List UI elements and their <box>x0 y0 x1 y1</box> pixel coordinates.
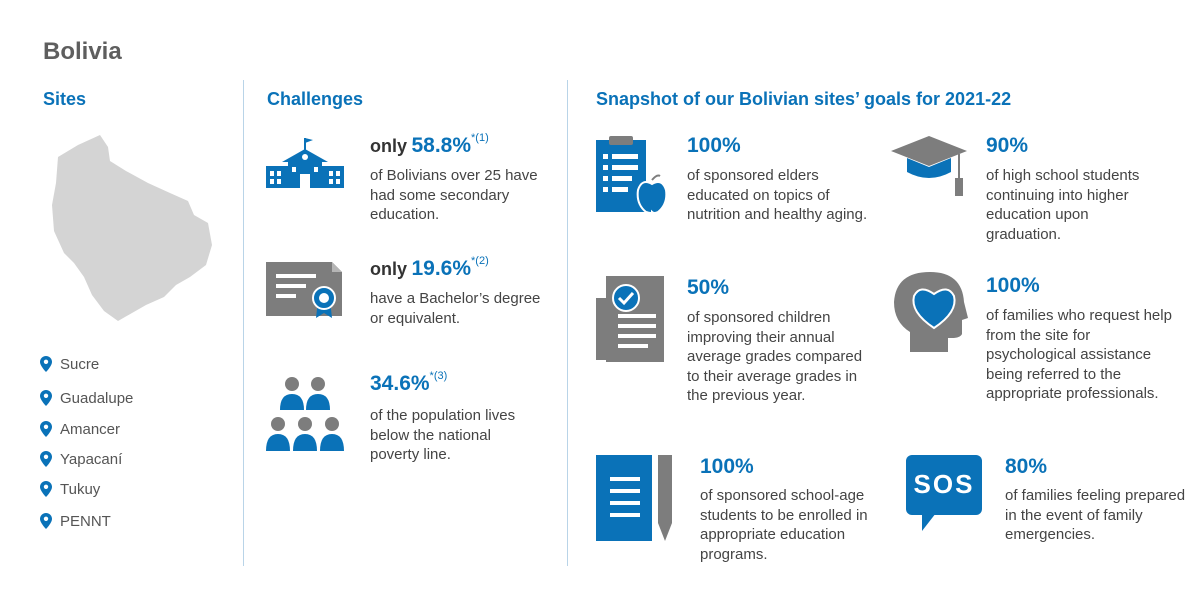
goal-2-text: of high school students continuing into … <box>986 167 1140 243</box>
stat-prefix: only <box>370 136 408 156</box>
goal-4-value: 100% <box>986 274 1040 297</box>
site-label: Tukuy <box>60 480 101 498</box>
sos-bubble-icon: SOS <box>906 455 982 533</box>
site-item-guadalupe: Guadalupe <box>40 385 133 411</box>
head-heart-icon <box>894 272 968 352</box>
location-pin-icon <box>40 481 52 497</box>
site-label: PENNT <box>60 512 111 530</box>
site-label: Guadalupe <box>60 389 134 407</box>
sites-heading: Sites <box>43 89 87 109</box>
goal-2-value: 90% <box>986 134 1029 157</box>
goal-6-value: 80% <box>1005 455 1048 478</box>
goal-5-text: of sponsored school-age students to be e… <box>700 487 868 563</box>
goals-heading: Snapshot of our Bolivian sites’ goals fo… <box>596 89 1012 109</box>
stat-value: 58.8% <box>411 134 472 157</box>
site-label: Amancer <box>60 420 121 438</box>
bolivia-map <box>52 135 212 321</box>
location-pin-icon <box>40 513 52 529</box>
notebook-pencil-icon <box>596 455 672 541</box>
footnote-ref: *(1) <box>471 132 489 144</box>
location-pin-icon <box>40 356 52 372</box>
graduation-cap-icon <box>891 136 967 196</box>
location-pin-icon <box>40 390 52 406</box>
site-label: Sucre <box>60 355 100 373</box>
site-item-yapacani: Yapacaní <box>40 446 122 472</box>
challenge-3-stat: 34.6%*(3) <box>370 370 448 396</box>
school-building-icon <box>266 138 344 188</box>
challenge-1-text: of Bolivians over 25 have had some secon… <box>370 167 538 223</box>
column-divider <box>243 80 244 566</box>
report-card-icon <box>596 276 664 362</box>
footnote-ref: *(2) <box>471 255 489 267</box>
stat-prefix: only <box>370 259 408 279</box>
site-item-amancer: Amancer <box>40 416 120 442</box>
challenge-2-text: have a Bachelor’s degree or equivalent. <box>370 290 541 327</box>
goal-6-text: of families feeling prepared in the even… <box>1005 487 1186 543</box>
goal-3-text: of sponsored children improving their an… <box>687 309 863 404</box>
goal-3-value: 50% <box>687 276 730 299</box>
location-pin-icon <box>40 421 52 437</box>
goal-5-value: 100% <box>700 455 754 478</box>
footnote-ref: *(3) <box>429 370 448 382</box>
certificate-icon <box>266 262 342 318</box>
site-item-tukuy: Tukuy <box>40 476 100 502</box>
location-pin-icon <box>40 451 52 467</box>
stat-value: 19.6% <box>411 257 472 280</box>
goal-1-value: 100% <box>687 134 741 157</box>
site-label: Yapacaní <box>60 450 123 468</box>
challenge-2-stat: only 19.6%*(2) <box>370 255 489 281</box>
clipboard-apple-icon <box>596 136 668 214</box>
goal-1-text: of sponsored elders educated on topics o… <box>687 167 868 223</box>
site-item-pennt: PENNT <box>40 508 111 534</box>
challenges-heading: Challenges <box>267 89 364 109</box>
sos-label: SOS <box>913 469 975 499</box>
column-divider <box>567 80 568 566</box>
stat-value: 34.6% <box>370 372 430 395</box>
population-icon <box>266 377 344 451</box>
challenge-3-text: of the population lives below the nation… <box>370 407 516 463</box>
challenge-1-stat: only 58.8%*(1) <box>370 132 489 158</box>
goal-4-text: of families who request help from the si… <box>986 307 1172 402</box>
page-title: Bolivia <box>43 38 122 65</box>
site-item-sucre: Sucre <box>40 351 99 377</box>
